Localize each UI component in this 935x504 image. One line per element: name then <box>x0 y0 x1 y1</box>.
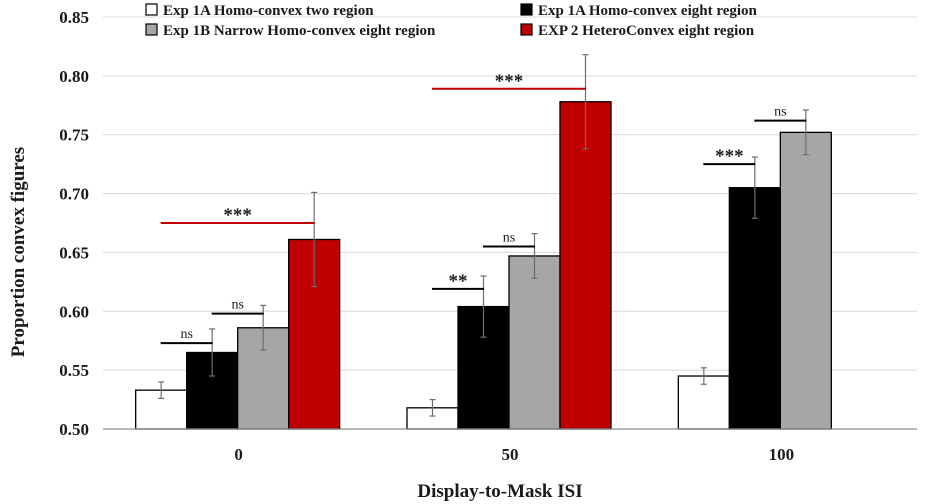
bar <box>508 255 561 430</box>
significance-label: ns <box>231 298 243 313</box>
legend-swatch <box>145 23 158 36</box>
y-tick-label: 0.85 <box>59 8 89 27</box>
legend-label: Exp 1A Homo-convex eight region <box>538 3 758 19</box>
x-tick-label: 0 <box>234 445 243 464</box>
y-tick-label: 0.70 <box>59 185 89 204</box>
significance-label: ns <box>503 231 515 246</box>
y-axis-ticks: 0.50 0.55 0.60 0.65 0.70 0.75 0.80 0.85 <box>59 8 89 439</box>
legend-label: Exp 1A Homo-convex two region <box>163 3 374 19</box>
legend-swatch <box>145 3 158 16</box>
significance-label: ns <box>180 327 192 342</box>
y-axis-title: Proportion convex figures <box>8 147 29 357</box>
grid <box>103 16 917 371</box>
y-tick-label: 0.60 <box>59 302 89 321</box>
significance-label: *** <box>223 205 252 226</box>
legend-label: Exp 1B Narrow Homo-convex eight region <box>163 23 436 39</box>
legend-swatch <box>520 23 533 36</box>
y-tick-label: 0.75 <box>59 126 89 145</box>
significance-label: *** <box>715 146 744 167</box>
y-tick-label: 0.55 <box>59 361 89 380</box>
significance-label: ** <box>449 271 468 292</box>
bar <box>728 187 781 430</box>
significance-label: *** <box>495 71 524 92</box>
legend-label: EXP 2 HeteroConvex eight region <box>538 23 755 39</box>
significance-label: ns <box>774 105 786 120</box>
bar <box>559 101 612 430</box>
x-axis-title: Display-to-Mask ISI <box>417 481 582 502</box>
y-tick-label: 0.65 <box>59 243 89 262</box>
x-tick-label: 50 <box>502 445 519 464</box>
y-tick-label: 0.80 <box>59 67 89 86</box>
bar <box>779 131 832 430</box>
x-tick-label: 100 <box>769 445 795 464</box>
x-axis-ticks: 0 50 100 <box>234 445 794 464</box>
legend: Exp 1A Homo-convex two region Exp 1A Homo… <box>145 3 758 39</box>
legend-swatch <box>520 3 533 16</box>
y-tick-label: 0.50 <box>59 420 89 439</box>
